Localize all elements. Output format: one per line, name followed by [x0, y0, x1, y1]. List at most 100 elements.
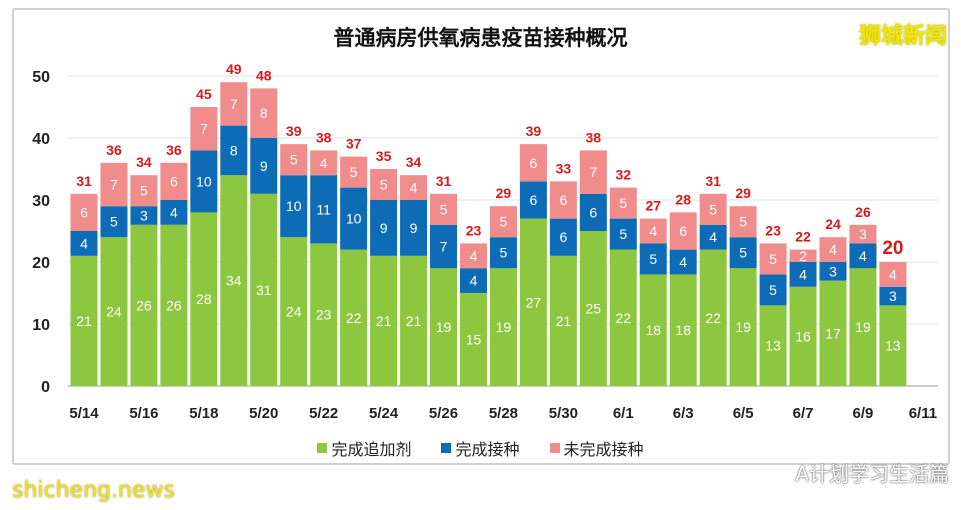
data-label: 7 [230, 96, 238, 112]
legend-label: 未完成接种 [563, 440, 644, 459]
bar-segment [819, 262, 847, 281]
total-label: 38 [316, 129, 332, 145]
bar-segment [579, 150, 607, 194]
data-label: 5 [769, 251, 777, 267]
total-label: 36 [166, 142, 182, 158]
bar-segment [70, 231, 98, 256]
data-label: 5 [649, 251, 657, 267]
total-label: 27 [645, 198, 661, 214]
data-label: 13 [885, 338, 901, 354]
data-label: 18 [645, 322, 661, 338]
bar-segment [759, 305, 787, 386]
chart-title: 普通病房供氧病患疫苗接种概况 [333, 26, 628, 50]
y-tick-label: 50 [32, 69, 50, 86]
data-label: 6 [530, 192, 538, 208]
data-label: 4 [170, 204, 178, 220]
bar-segment [669, 249, 697, 275]
data-label: 5 [500, 214, 508, 230]
x-tick-label: 6/1 [613, 405, 634, 422]
total-label: 34 [406, 154, 422, 170]
bar-segment [400, 175, 428, 200]
data-label: 10 [346, 211, 362, 227]
bar-segment [190, 150, 218, 213]
total-label: 45 [196, 86, 212, 102]
data-label: 19 [855, 319, 871, 335]
bar-segment [699, 224, 727, 250]
data-label: 6 [559, 229, 567, 245]
y-tick-label: 20 [32, 255, 50, 272]
bar-segment [849, 243, 877, 269]
bar-segment [849, 224, 877, 244]
legend-label: 完成接种 [455, 440, 520, 459]
bar-segment [370, 255, 398, 386]
x-tick-label: 5/18 [189, 405, 218, 422]
legend-item: 完成接种 [441, 436, 520, 460]
data-label: 22 [705, 310, 721, 326]
data-label: 25 [586, 301, 602, 317]
data-label: 3 [889, 288, 897, 304]
bar-segment [430, 193, 458, 225]
data-label: 4 [470, 248, 478, 264]
bar-segment [789, 249, 817, 262]
data-label: 4 [470, 273, 478, 289]
data-label: 21 [376, 313, 392, 329]
data-label: 6 [170, 173, 178, 189]
data-label: 5 [500, 245, 508, 261]
data-label: 6 [530, 155, 538, 171]
bar-segment [190, 212, 218, 386]
bar-segment [549, 181, 577, 219]
bar-segment [879, 305, 907, 386]
data-label: 6 [559, 192, 567, 208]
x-tick-label: 6/5 [733, 405, 754, 422]
bar-segment [310, 175, 338, 244]
data-label: 24 [286, 304, 302, 320]
bar-segment [639, 274, 667, 386]
data-label: 6 [80, 204, 88, 220]
watermark: shicheng.news [12, 478, 175, 503]
legend: 完成追加剂 完成接种 未完成接种 [0, 436, 961, 460]
data-label: 13 [765, 338, 781, 354]
data-label: 5 [619, 195, 627, 211]
bar-segment [489, 206, 517, 238]
x-tick-label: 5/14 [69, 405, 99, 422]
data-label: 19 [436, 319, 452, 335]
total-label: 23 [466, 222, 482, 238]
data-label: 21 [406, 313, 422, 329]
bar-segment [130, 175, 158, 207]
x-tick-label: 5/22 [309, 405, 338, 422]
bar-segment [549, 255, 577, 386]
bar-segment [819, 280, 847, 386]
total-label: 38 [586, 129, 602, 145]
total-label: 24 [825, 216, 841, 232]
bar-segment [70, 193, 98, 231]
bar-segment [430, 268, 458, 386]
bar-segment [489, 268, 517, 386]
bar-segment [579, 231, 607, 386]
data-label: 4 [859, 248, 867, 264]
bar-segment [519, 144, 547, 182]
bar-segment [340, 156, 368, 188]
data-label: 17 [825, 325, 841, 341]
bar-segment [220, 175, 248, 386]
bar-segment [519, 181, 547, 219]
data-label: 4 [410, 180, 418, 196]
bar-segment [370, 169, 398, 200]
data-label: 5 [440, 201, 448, 217]
legend-swatch [441, 443, 452, 453]
bar-segment [160, 162, 188, 200]
data-label: 21 [76, 313, 92, 329]
total-label: 22 [795, 229, 811, 245]
x-tick-label: 5/26 [429, 405, 458, 422]
data-label: 9 [260, 158, 268, 174]
data-label: 27 [526, 294, 542, 310]
data-label: 5 [290, 152, 298, 168]
data-label: 31 [256, 282, 272, 298]
data-label: 4 [320, 155, 328, 171]
bar-segment [250, 138, 278, 194]
data-label: 4 [799, 266, 807, 282]
x-tick-label: 5/24 [369, 405, 399, 422]
bar-segment [849, 268, 877, 386]
data-label: 7 [200, 121, 208, 137]
total-label: 29 [735, 185, 751, 201]
